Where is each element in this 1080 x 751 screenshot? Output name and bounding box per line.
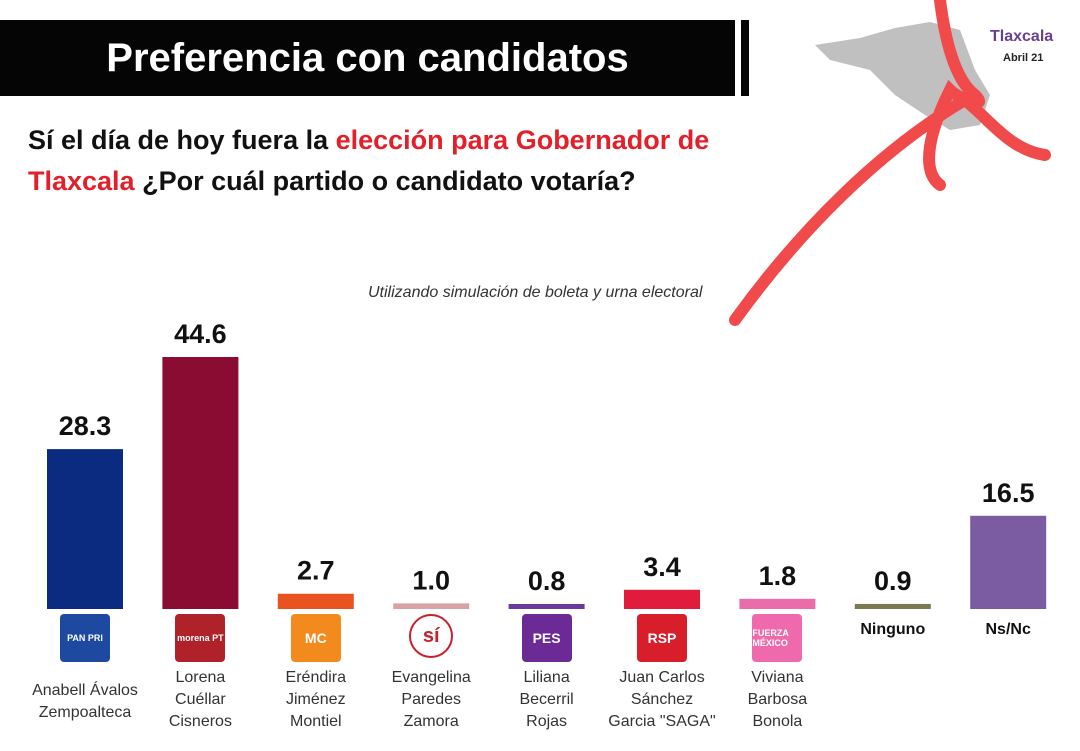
party-logo: RSP (637, 614, 687, 662)
category-label: Viviana Barbosa Bonola (717, 667, 837, 733)
category-label: Juan Carlos Sánchez Garcia "SAGA" (602, 667, 722, 733)
category-label: Eréndira Jiménez Montiel (256, 667, 376, 733)
category-label-line: Bonola (752, 713, 803, 730)
bar (739, 598, 816, 609)
category-label: Anabell Ávalos Zempoalteca (25, 680, 145, 724)
category-label-line: Ninguno (860, 621, 926, 638)
category-label-line: Lorena (175, 669, 226, 686)
category-label: Liliana Becerril Rojas (487, 667, 607, 733)
party-logo: PAN PRI (60, 614, 110, 662)
title-banner (0, 20, 735, 96)
party-logo: PES (521, 614, 572, 662)
party-logo: sí (409, 614, 454, 658)
party-logo: FUERZA MÉXICO (752, 614, 803, 662)
category-label-line: Zamora (403, 713, 459, 730)
category-label-line: Viviana (751, 669, 804, 686)
data-label: 44.6 (174, 319, 227, 349)
category-label: Ninguno (833, 619, 953, 641)
data-label: 0.8 (528, 566, 566, 596)
category-label-line: Ns/Nc (985, 621, 1031, 638)
data-label: 1.8 (759, 561, 797, 591)
state-name: Tlaxcala (990, 28, 1054, 45)
bar (47, 449, 123, 609)
category-label-line: Cuéllar (175, 691, 226, 708)
bar (624, 589, 700, 609)
category-label-line: Liliana (523, 669, 570, 686)
category-label-line: Jiménez (286, 691, 346, 708)
party-logo: MC (290, 614, 341, 662)
category-label-line: Becerril (519, 691, 574, 708)
methodology-note: Utilizando simulación de boleta y urna e… (368, 284, 703, 301)
party-logo: morena PT (175, 614, 226, 662)
question: Sí el día de hoy fuera la elección para … (28, 125, 710, 196)
category-label-line: Anabell Ávalos (32, 682, 138, 699)
bar (393, 603, 470, 609)
category-label-line: Montiel (290, 713, 342, 730)
category-label-line: Paredes (401, 691, 461, 708)
red-annotation-scribble (729, 0, 1051, 326)
category-label-line: Evangelina (391, 669, 471, 686)
bar (508, 604, 585, 609)
banner-accent (741, 20, 749, 96)
bar (277, 593, 354, 609)
bar (162, 357, 239, 609)
data-label: 3.4 (643, 552, 681, 582)
category-label-line: Cisneros (168, 713, 232, 730)
bar (854, 603, 931, 609)
category-label-line: Sánchez (630, 691, 694, 708)
chart-title: Preferencia con candidatos (106, 36, 629, 80)
category-label: Evangelina Paredes Zamora (371, 667, 491, 733)
category-label-line: Eréndira (285, 669, 347, 686)
data-label: 28.3 (59, 411, 112, 441)
survey-date: Abril 21 (1003, 52, 1044, 64)
data-label: 16.5 (982, 478, 1035, 508)
category-label-line: Garcia "SAGA" (608, 713, 716, 730)
category-label-line: Barbosa (747, 691, 808, 708)
category-label: Lorena Cuéllar Cisneros (140, 667, 260, 733)
data-label: 2.7 (297, 556, 335, 586)
bar (970, 515, 1047, 609)
category-label-line: Zempoalteca (38, 704, 132, 721)
category-label-line: Juan Carlos (619, 669, 705, 686)
data-label: 0.9 (874, 566, 912, 596)
category-label-line: Rojas (526, 713, 568, 730)
data-label: 1.0 (412, 565, 450, 595)
category-label: Ns/Nc (948, 619, 1068, 641)
